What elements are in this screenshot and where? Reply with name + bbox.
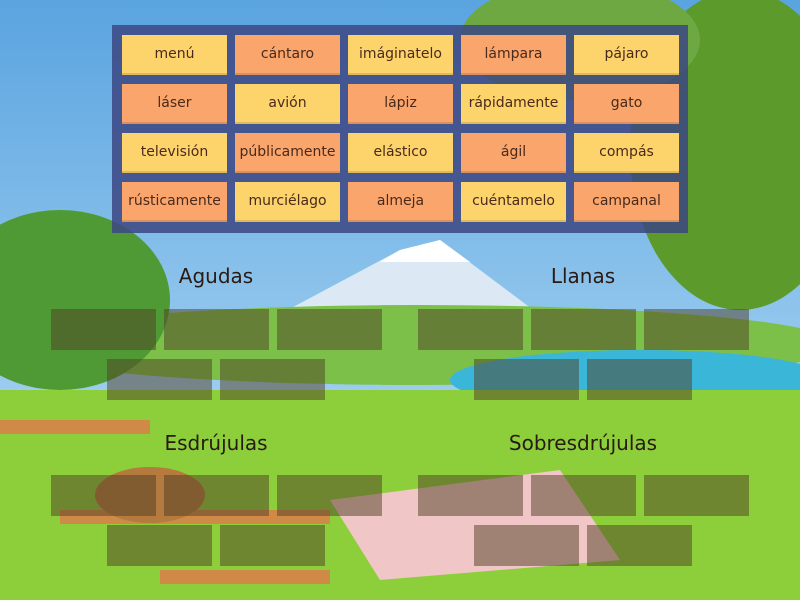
drop-slot[interactable] xyxy=(644,309,749,350)
drop-slot[interactable] xyxy=(107,359,212,400)
drop-slot[interactable] xyxy=(51,475,156,516)
drop-slot[interactable] xyxy=(418,475,523,516)
word-tile[interactable]: rústicamente xyxy=(122,182,227,222)
word-tile[interactable]: imáginatelo xyxy=(348,35,453,75)
word-tile[interactable]: compás xyxy=(574,133,679,173)
word-tile[interactable]: campanal xyxy=(574,182,679,222)
word-tile[interactable]: televisión xyxy=(122,133,227,173)
drop-slot[interactable] xyxy=(531,475,636,516)
word-tile[interactable]: pájaro xyxy=(574,35,679,75)
word-tile[interactable]: cántaro xyxy=(235,35,340,75)
group-title: Llanas xyxy=(550,264,616,288)
drop-slot[interactable] xyxy=(220,359,325,400)
drop-slot[interactable] xyxy=(164,475,269,516)
drop-slot[interactable] xyxy=(220,525,325,566)
word-tile[interactable]: almeja xyxy=(348,182,453,222)
group-title: Agudas xyxy=(178,264,254,288)
word-tile[interactable]: elástico xyxy=(348,133,453,173)
drop-slot[interactable] xyxy=(474,525,579,566)
word-bank-panel: menú cántaro imáginatelo lámpara pájaro láser… xyxy=(112,25,688,233)
word-tile[interactable]: ágil xyxy=(461,133,566,173)
drop-slot[interactable] xyxy=(164,309,269,350)
group-title: Sobresdrújulas xyxy=(508,431,658,455)
drop-slot[interactable] xyxy=(531,309,636,350)
drop-slot[interactable] xyxy=(587,359,692,400)
word-tile[interactable]: cuéntamelo xyxy=(461,182,566,222)
drop-slot[interactable] xyxy=(474,359,579,400)
word-tile[interactable]: gato xyxy=(574,84,679,124)
word-tile[interactable]: públicamente xyxy=(235,133,340,173)
drop-slot[interactable] xyxy=(107,525,212,566)
drop-slot[interactable] xyxy=(277,475,382,516)
drop-slot[interactable] xyxy=(51,309,156,350)
word-tile[interactable]: menú xyxy=(122,35,227,75)
word-tile[interactable]: lápiz xyxy=(348,84,453,124)
drop-slot[interactable] xyxy=(644,475,749,516)
word-tile[interactable]: láser xyxy=(122,84,227,124)
word-tile[interactable]: lámpara xyxy=(461,35,566,75)
drop-slot[interactable] xyxy=(587,525,692,566)
drop-slot[interactable] xyxy=(418,309,523,350)
group-title: Esdrújulas xyxy=(164,431,268,455)
word-tile[interactable]: rápidamente xyxy=(461,84,566,124)
drop-slot[interactable] xyxy=(277,309,382,350)
word-tile[interactable]: murciélago xyxy=(235,182,340,222)
word-tile[interactable]: avión xyxy=(235,84,340,124)
